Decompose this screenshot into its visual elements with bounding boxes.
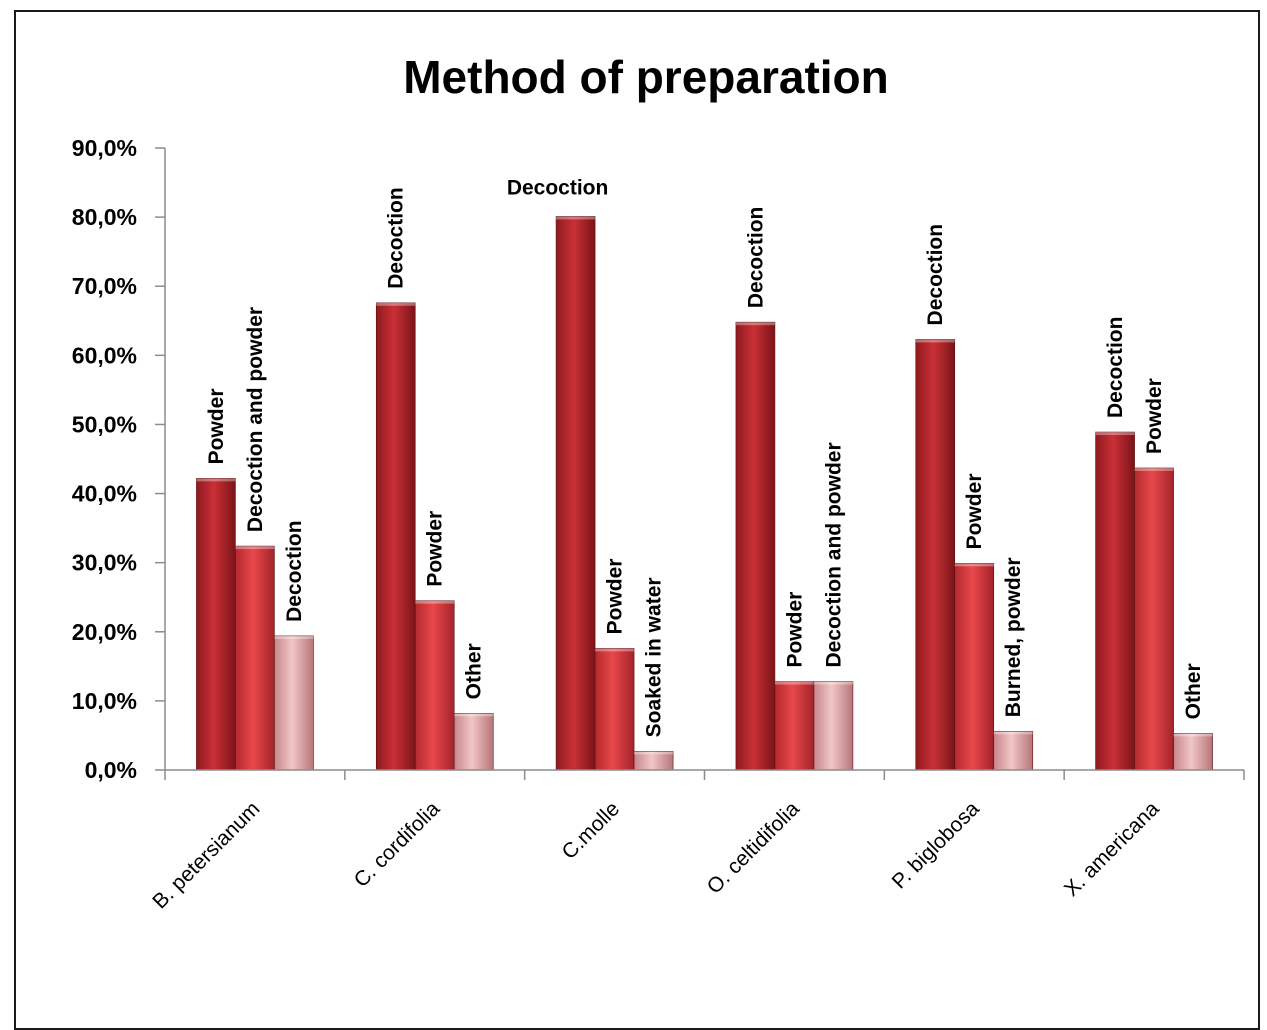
- bar-highlight: [735, 322, 775, 326]
- bar-highlight: [376, 302, 416, 306]
- bar: [813, 681, 854, 771]
- data-label: Powder: [424, 511, 447, 587]
- bar-highlight: [595, 648, 635, 652]
- bar: [993, 730, 1034, 771]
- y-tick-label: 30,0%: [72, 550, 137, 576]
- x-axis: B. petersianum C. cordifolia C.molle O. cel…: [148, 769, 1245, 913]
- bar: [594, 648, 635, 771]
- bar: [774, 681, 815, 771]
- data-label: Decoction: [283, 520, 306, 622]
- y-tick-label: 60,0%: [72, 342, 137, 368]
- x-tick-label: X. americana: [1060, 797, 1164, 901]
- data-label: Powder: [963, 473, 986, 549]
- data-label: Soaked in water: [643, 577, 666, 737]
- data-label: Burned, powder: [1002, 557, 1025, 717]
- bar-highlight: [954, 563, 994, 567]
- x-tick-label: C. cordifolia: [350, 797, 445, 892]
- bar-highlight: [1134, 467, 1174, 471]
- bars-layer: [196, 216, 1213, 771]
- x-tick-label: P. biglobosa: [888, 797, 984, 893]
- bar-highlight: [813, 681, 853, 685]
- data-label: Decoction and powder: [244, 307, 267, 532]
- bar-highlight: [634, 751, 674, 755]
- bar: [735, 321, 776, 771]
- y-tick-label: 70,0%: [72, 273, 137, 299]
- bar-highlight: [235, 546, 275, 550]
- x-tick-label: C.molle: [558, 797, 625, 864]
- y-tick-label: 0,0%: [85, 757, 137, 783]
- x-tick-label: O. celtidifolia: [703, 797, 804, 898]
- y-tick-label: 80,0%: [72, 204, 137, 230]
- bar-chart: Method of preparation 0,0% 10,0% 20,0% 30,0…: [72, 51, 1245, 913]
- bar-highlight: [556, 216, 596, 220]
- data-label: Decoction: [385, 187, 408, 289]
- data-label: Decoction: [1104, 317, 1127, 419]
- chart-title: Method of preparation: [403, 51, 889, 103]
- bar-highlight: [1173, 733, 1213, 737]
- bar: [555, 216, 596, 771]
- data-label: Other: [463, 643, 486, 699]
- bar: [414, 600, 455, 771]
- y-tick-label: 10,0%: [72, 688, 137, 714]
- data-label: Decoction: [924, 224, 947, 326]
- bar: [954, 563, 995, 771]
- bar-highlight: [993, 731, 1033, 735]
- y-tick-label: 90,0%: [72, 135, 137, 161]
- data-label: Decoction: [507, 176, 609, 199]
- bar: [196, 478, 236, 771]
- bar: [1173, 733, 1213, 771]
- bar: [453, 713, 494, 771]
- bar-highlight: [274, 635, 314, 639]
- data-labels-layer: Powder Decoction and powder Decoction Decoc…: [205, 176, 1205, 737]
- bar: [1095, 431, 1135, 771]
- x-tick-label: B. petersianum: [148, 797, 264, 913]
- bar-highlight: [774, 681, 814, 685]
- bar-highlight: [454, 713, 494, 717]
- data-label: Powder: [205, 388, 228, 464]
- data-label: Powder: [604, 559, 627, 635]
- data-label: Powder: [1143, 378, 1166, 454]
- data-label: Other: [1182, 663, 1205, 719]
- y-tick-label: 40,0%: [72, 481, 137, 507]
- y-tick-label: 50,0%: [72, 411, 137, 437]
- bar: [375, 302, 416, 771]
- bar: [235, 545, 275, 771]
- bar: [274, 635, 314, 771]
- bar: [1134, 467, 1174, 771]
- y-tick-label: 20,0%: [72, 619, 137, 645]
- y-axis: 0,0% 10,0% 20,0% 30,0% 40,0% 50,0% 60,0% 70,0% 8…: [72, 135, 166, 783]
- bar-highlight: [415, 600, 455, 604]
- bar-highlight: [1095, 432, 1135, 436]
- data-label: Decoction: [744, 207, 767, 309]
- bar-highlight: [915, 339, 955, 343]
- data-label: Decoction and powder: [822, 442, 845, 667]
- data-label: Powder: [783, 592, 806, 668]
- bar: [915, 339, 956, 771]
- bar-highlight: [196, 478, 236, 482]
